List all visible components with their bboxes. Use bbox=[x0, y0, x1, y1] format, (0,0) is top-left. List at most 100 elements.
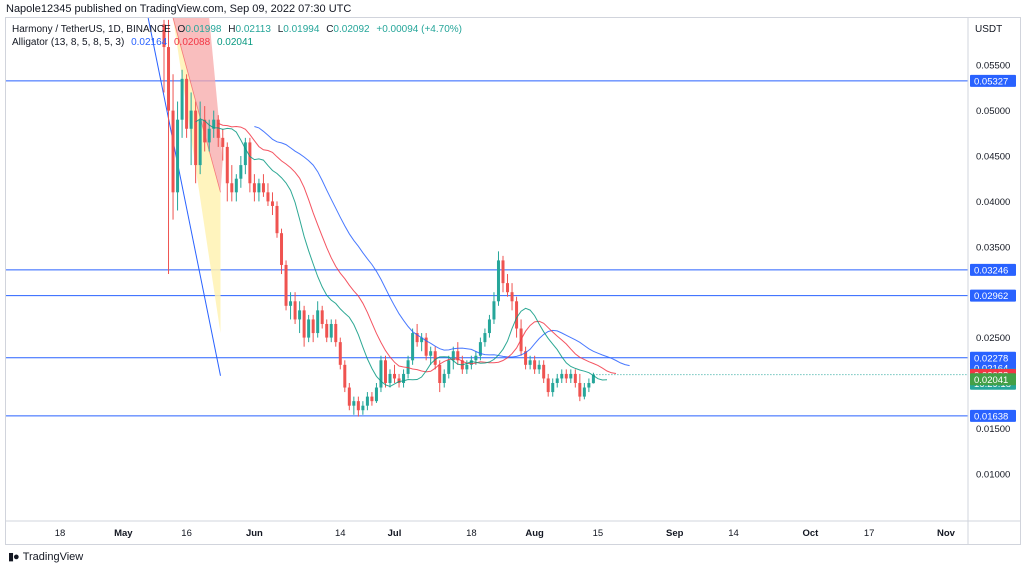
candle-body bbox=[325, 323, 329, 338]
candle-body bbox=[203, 119, 207, 143]
candle-body bbox=[270, 201, 274, 206]
y-axis-title: USDT bbox=[975, 24, 1002, 35]
footer: ▮● TradingView bbox=[8, 550, 84, 564]
candle-body bbox=[402, 373, 406, 383]
candle-body bbox=[569, 373, 573, 379]
legend-open: 0.01998 bbox=[185, 24, 222, 35]
candle-body bbox=[397, 378, 401, 383]
alligator-jaw-line bbox=[254, 126, 630, 367]
candle-body bbox=[546, 378, 550, 393]
candle-body bbox=[225, 146, 229, 184]
candle-body bbox=[189, 110, 193, 129]
legend-change: +0.00094 (+4.70%) bbox=[376, 24, 462, 35]
price-label-text: 0.02041 bbox=[974, 375, 1008, 386]
price-label-badge bbox=[970, 289, 1016, 302]
candle-body bbox=[551, 382, 555, 393]
y-tick-label: 0.03500 bbox=[976, 242, 1010, 253]
x-tick-label: May bbox=[114, 528, 133, 539]
candle-body bbox=[447, 360, 451, 374]
footer-brand: TradingView bbox=[22, 550, 84, 563]
legend-low-label: L bbox=[277, 24, 284, 35]
price-label-text: 0.01638 bbox=[974, 411, 1008, 422]
candle-body bbox=[356, 401, 360, 411]
x-tick-label: 15 bbox=[593, 528, 604, 539]
price-label-badge bbox=[970, 351, 1016, 364]
legend-high: 0.02113 bbox=[235, 24, 271, 35]
x-tick-label: Oct bbox=[802, 528, 819, 539]
candle-body bbox=[311, 319, 315, 334]
candle-body bbox=[478, 342, 482, 356]
candle-body bbox=[234, 178, 238, 193]
candle-body bbox=[587, 382, 591, 388]
price-label-badge bbox=[970, 409, 1016, 422]
candle-body bbox=[248, 142, 252, 184]
candle-body bbox=[266, 192, 270, 202]
candle-body bbox=[185, 78, 189, 129]
candle-body bbox=[316, 310, 320, 334]
candle-body bbox=[451, 351, 455, 361]
candle-body bbox=[510, 292, 514, 302]
candle-body bbox=[474, 355, 478, 361]
legend-indicator: Alligator (13, 8, 5, 8, 5, 3) bbox=[12, 37, 125, 48]
candle-body bbox=[370, 396, 374, 402]
candle-body bbox=[307, 319, 311, 338]
candle-body bbox=[524, 351, 528, 365]
candle-body bbox=[243, 142, 247, 166]
x-tick-label: Nov bbox=[937, 528, 956, 539]
candle-body bbox=[515, 301, 519, 329]
candle-body bbox=[280, 233, 284, 265]
y-tick-label: 0.05000 bbox=[976, 106, 1010, 117]
candle-body bbox=[578, 382, 582, 397]
x-tick-label: Jun bbox=[246, 528, 263, 539]
price-label-badge bbox=[970, 373, 1016, 386]
candle-body bbox=[533, 360, 537, 370]
candle-body bbox=[293, 301, 297, 320]
candle-body bbox=[198, 119, 202, 166]
x-tick-label: 17 bbox=[864, 528, 875, 539]
y-tick-label: 0.01000 bbox=[976, 469, 1010, 480]
candle-body bbox=[167, 47, 171, 111]
candle-body bbox=[334, 323, 338, 343]
x-tick-label: Aug bbox=[525, 528, 544, 539]
legend-high-label: H bbox=[228, 24, 236, 35]
candle-body bbox=[542, 364, 546, 379]
candle-body bbox=[411, 333, 415, 361]
y-tick-label: 0.05500 bbox=[976, 61, 1010, 72]
fan-yellow-zone bbox=[173, 18, 221, 334]
candle-body bbox=[469, 360, 473, 365]
y-tick-label: 0.01500 bbox=[976, 424, 1010, 435]
candle-body bbox=[347, 387, 351, 406]
candle-body bbox=[338, 342, 342, 365]
candle-body bbox=[438, 364, 442, 383]
x-tick-label: 14 bbox=[335, 528, 346, 539]
candle-body bbox=[560, 373, 564, 379]
candle-body bbox=[415, 333, 419, 343]
candle-body bbox=[221, 137, 225, 147]
fan-ray-line bbox=[147, 17, 221, 376]
candle-body bbox=[365, 396, 369, 406]
x-tick-label: 14 bbox=[728, 528, 739, 539]
candle-body bbox=[564, 373, 568, 379]
candle-body bbox=[289, 301, 293, 306]
legend-indicator-row: Alligator (13, 8, 5, 8, 5, 3) 0.02164 0.… bbox=[12, 37, 253, 48]
x-tick-label: 18 bbox=[466, 528, 477, 539]
legend-close: 0.02092 bbox=[333, 24, 370, 35]
candle-body bbox=[261, 183, 265, 193]
candle-body bbox=[176, 119, 180, 193]
y-tick-label: 0.04000 bbox=[976, 197, 1010, 208]
candle-body bbox=[180, 78, 184, 120]
candle-body bbox=[320, 310, 324, 324]
legend-open-label: O bbox=[177, 24, 186, 35]
candle-body bbox=[388, 373, 392, 383]
legend-low: 0.01994 bbox=[283, 24, 320, 35]
candle-body bbox=[207, 128, 211, 143]
candle-body bbox=[506, 283, 510, 293]
candle-body bbox=[420, 337, 424, 343]
publisher-line: Napole12345 published on TradingView.com… bbox=[6, 3, 352, 15]
candle-body bbox=[424, 337, 428, 356]
candle-body bbox=[374, 387, 378, 402]
candle-body bbox=[393, 373, 397, 379]
price-label-badge bbox=[970, 263, 1016, 276]
candle-body bbox=[343, 364, 347, 388]
